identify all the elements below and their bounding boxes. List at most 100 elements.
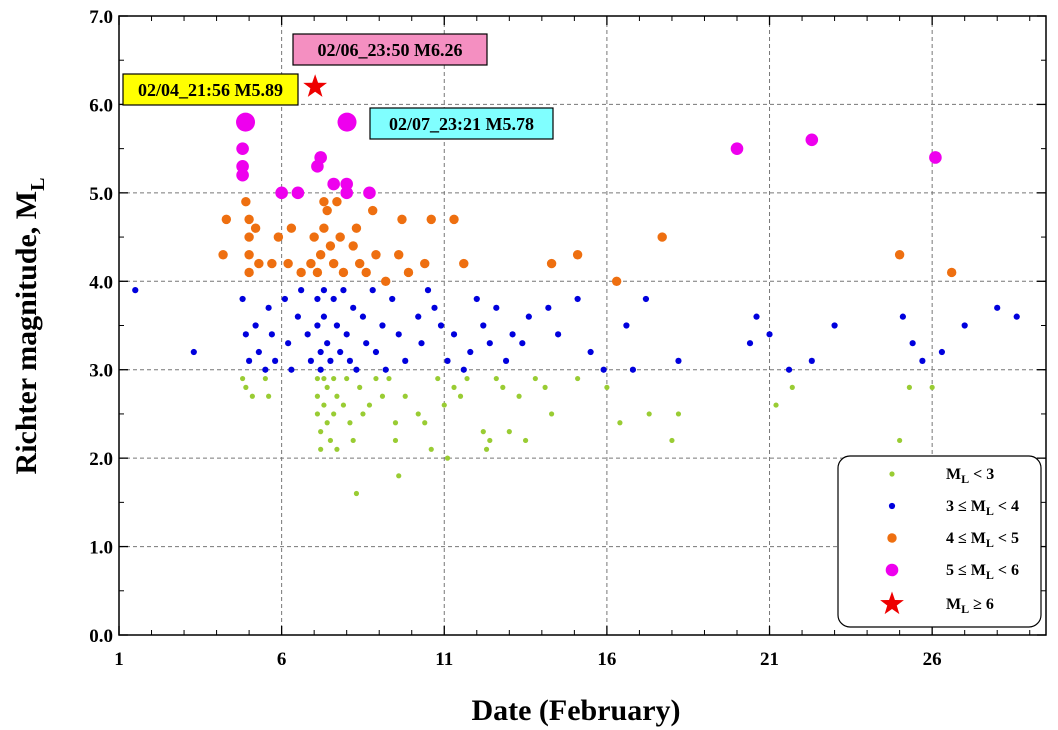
data-point [389, 295, 396, 303]
data-point [348, 241, 358, 251]
data-point [327, 437, 334, 444]
data-point [314, 295, 321, 303]
legend-box [837, 455, 1042, 628]
data-point [909, 340, 916, 347]
data-point [572, 250, 583, 260]
data-point [250, 223, 261, 233]
data-point [808, 357, 815, 364]
data-point [929, 384, 935, 390]
data-point [460, 366, 467, 373]
data-point [346, 357, 354, 364]
annotation-box: 02/06_23:50 M6.26 [292, 33, 488, 66]
data-point [642, 295, 650, 303]
data-point [272, 357, 279, 364]
legend-item: 3 ≤ ML < 4 [888, 498, 1019, 518]
data-point [350, 304, 357, 311]
data-point [897, 437, 903, 444]
legend: ML < 3 3 ≤ ML < 4 4 ≤ ML < 5 5 ≤ ML < 6 ML ≥… [837, 455, 1042, 628]
data-point [467, 348, 474, 356]
y-axis-title: Richter magnitude, ML [10, 178, 49, 475]
data-point [312, 267, 323, 278]
data-point [315, 250, 326, 260]
data-point [457, 393, 464, 399]
data-point [357, 384, 363, 390]
y-axis-title-sub: L [27, 178, 49, 191]
data-point [291, 186, 305, 200]
data-point [190, 348, 197, 356]
data-point [218, 250, 228, 260]
data-point [360, 411, 366, 417]
annotation-box: 02/04_21:56 M5.89 [122, 73, 299, 106]
data-point [317, 366, 324, 373]
data-point [132, 287, 139, 294]
data-point [322, 205, 332, 216]
data-point [459, 258, 469, 269]
data-point [353, 366, 360, 373]
annotation-background [292, 33, 488, 66]
data-point [502, 357, 510, 364]
y-tick-label: 3.0 [89, 361, 113, 382]
data-point [422, 420, 428, 426]
legend-item: 5 ≤ ML < 6 [885, 562, 1019, 582]
data-point [522, 437, 529, 444]
legend-marker [885, 563, 899, 577]
data-point [379, 322, 386, 329]
legend-marker [889, 471, 895, 477]
data-point [334, 393, 340, 399]
data-point [428, 446, 434, 452]
data-point [542, 384, 548, 390]
data-point [444, 455, 451, 461]
data-point [262, 366, 269, 373]
data-point [946, 267, 957, 278]
data-point [249, 393, 255, 399]
data-point [242, 331, 249, 338]
data-point [402, 357, 409, 364]
data-point [906, 384, 912, 390]
data-point [303, 74, 328, 97]
y-tick-label: 5.0 [89, 184, 113, 205]
data-point [730, 142, 744, 155]
data-point [319, 197, 329, 207]
data-point [347, 420, 353, 426]
data-point [243, 384, 249, 390]
y-axis-title-main: Richter magnitude, M [10, 191, 43, 475]
data-point [285, 340, 292, 347]
data-point [368, 205, 378, 216]
data-point [340, 402, 347, 408]
data-point [938, 348, 946, 356]
data-point [309, 232, 319, 242]
data-point [500, 384, 506, 390]
data-point [350, 437, 356, 444]
y-tick-label: 6.0 [89, 95, 113, 116]
data-point [246, 357, 253, 364]
data-point [324, 420, 330, 426]
data-point [450, 331, 458, 338]
legend-label: 5 ≤ ML < 6 [946, 562, 1019, 582]
data-point [306, 258, 316, 269]
data-point [320, 313, 328, 320]
data-point [244, 214, 254, 225]
data-point [506, 429, 512, 435]
data-point [307, 357, 315, 364]
data-point [629, 366, 637, 373]
data-point [298, 287, 305, 294]
data-point [296, 267, 306, 278]
y-tick-label: 2.0 [89, 449, 113, 470]
data-point [325, 241, 336, 251]
data-point [805, 133, 819, 147]
data-point [420, 258, 430, 269]
data-point [314, 151, 327, 164]
data-point [766, 331, 773, 338]
y-tick-label: 0.0 [89, 626, 113, 647]
data-point [236, 168, 249, 182]
data-point [241, 197, 251, 207]
data-point [746, 340, 754, 347]
data-point [331, 411, 337, 417]
data-point [294, 313, 301, 320]
data-point [480, 322, 487, 329]
data-point [239, 295, 246, 303]
data-point [351, 223, 362, 233]
data-point [265, 304, 272, 311]
data-point [344, 375, 350, 382]
data-point [244, 267, 254, 278]
